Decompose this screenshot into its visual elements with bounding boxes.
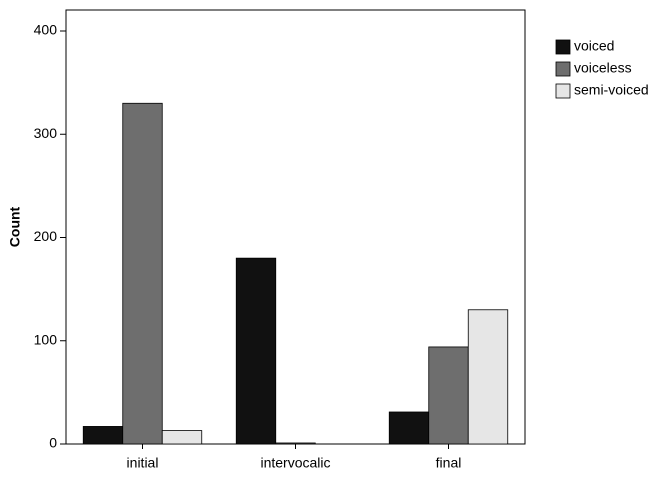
x-tick-label: intervocalic: [260, 455, 330, 471]
legend-label: voiceless: [574, 60, 632, 76]
y-axis-label: Count: [7, 206, 23, 247]
y-tick-label: 300: [34, 125, 58, 141]
bar: [388, 411, 430, 445]
x-tick-label: final: [436, 455, 462, 471]
legend-label: semi-voiced: [574, 82, 649, 98]
y-tick-label: 400: [34, 22, 58, 38]
legend-swatch: [555, 83, 571, 99]
x-tick-label: initial: [127, 455, 159, 471]
bar: [235, 257, 277, 445]
bar: [428, 346, 469, 445]
y-tick-label: 200: [34, 228, 58, 244]
bar: [122, 102, 163, 445]
legend-swatch: [555, 61, 571, 77]
bar: [275, 442, 316, 445]
y-tick-label: 0: [49, 435, 57, 451]
legend-swatch: [555, 39, 571, 55]
bar: [161, 430, 203, 445]
legend-label: voiced: [574, 38, 614, 54]
y-tick-label: 100: [34, 331, 58, 347]
bar: [467, 309, 509, 445]
bar: [82, 426, 124, 445]
